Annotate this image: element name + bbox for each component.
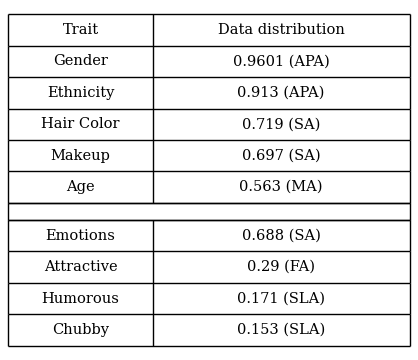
- Text: Gender: Gender: [53, 54, 108, 68]
- Text: Age: Age: [66, 180, 95, 194]
- Text: Makeup: Makeup: [51, 149, 110, 163]
- Text: 0.913 (APA): 0.913 (APA): [237, 86, 325, 100]
- Text: Attractive: Attractive: [43, 260, 117, 274]
- Text: Ethnicity: Ethnicity: [47, 86, 114, 100]
- Text: Data distribution: Data distribution: [218, 23, 344, 37]
- Text: Humorous: Humorous: [41, 292, 120, 306]
- Text: 0.563 (MA): 0.563 (MA): [240, 180, 323, 194]
- Text: 0.153 (SLA): 0.153 (SLA): [237, 323, 325, 337]
- Text: 0.9601 (APA): 0.9601 (APA): [233, 54, 329, 68]
- Text: 0.697 (SA): 0.697 (SA): [242, 149, 321, 163]
- Text: Hair Color: Hair Color: [41, 117, 120, 131]
- Text: 0.171 (SLA): 0.171 (SLA): [237, 292, 325, 306]
- Text: Chubby: Chubby: [52, 323, 109, 337]
- Text: 0.688 (SA): 0.688 (SA): [242, 229, 321, 243]
- Text: Trait: Trait: [62, 23, 99, 37]
- Text: 0.719 (SA): 0.719 (SA): [242, 117, 320, 131]
- Text: 0.29 (FA): 0.29 (FA): [247, 260, 315, 274]
- Text: Emotions: Emotions: [46, 229, 115, 243]
